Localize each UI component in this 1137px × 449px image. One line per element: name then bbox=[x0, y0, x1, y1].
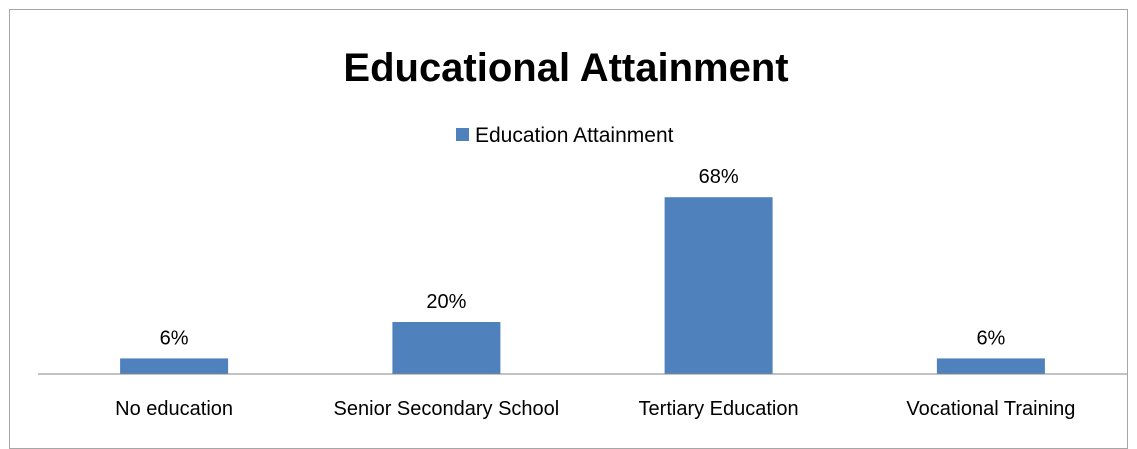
bar-tertiary-education bbox=[664, 197, 773, 374]
legend-swatch bbox=[456, 128, 469, 141]
bars-group bbox=[120, 197, 1045, 374]
legend-label: Education Attainment bbox=[475, 124, 674, 147]
data-label: 68% bbox=[699, 166, 739, 188]
data-label: 20% bbox=[426, 291, 466, 313]
x-tick-label: Tertiary Education bbox=[639, 398, 799, 420]
x-tick-label: Vocational Training bbox=[906, 398, 1075, 420]
bar-no-education bbox=[120, 358, 229, 374]
data-labels-group: 6% 20% 68% 6% bbox=[160, 166, 1006, 349]
bar-vocational-training bbox=[936, 358, 1045, 374]
bar-senior-secondary-school bbox=[392, 322, 501, 374]
x-tick-label: Senior Secondary School bbox=[334, 398, 560, 420]
chart-frame bbox=[9, 9, 1128, 449]
x-tick-label: No education bbox=[115, 398, 233, 420]
data-label: 6% bbox=[160, 327, 189, 349]
legend: Education Attainment bbox=[456, 124, 674, 147]
data-label: 6% bbox=[976, 327, 1005, 349]
bar-chart: Educational Attainment Education Attainm… bbox=[38, 46, 1127, 420]
x-tick-labels-group: No education Senior Secondary School Terti… bbox=[115, 398, 1075, 420]
chart-title: Educational Attainment bbox=[343, 46, 788, 90]
